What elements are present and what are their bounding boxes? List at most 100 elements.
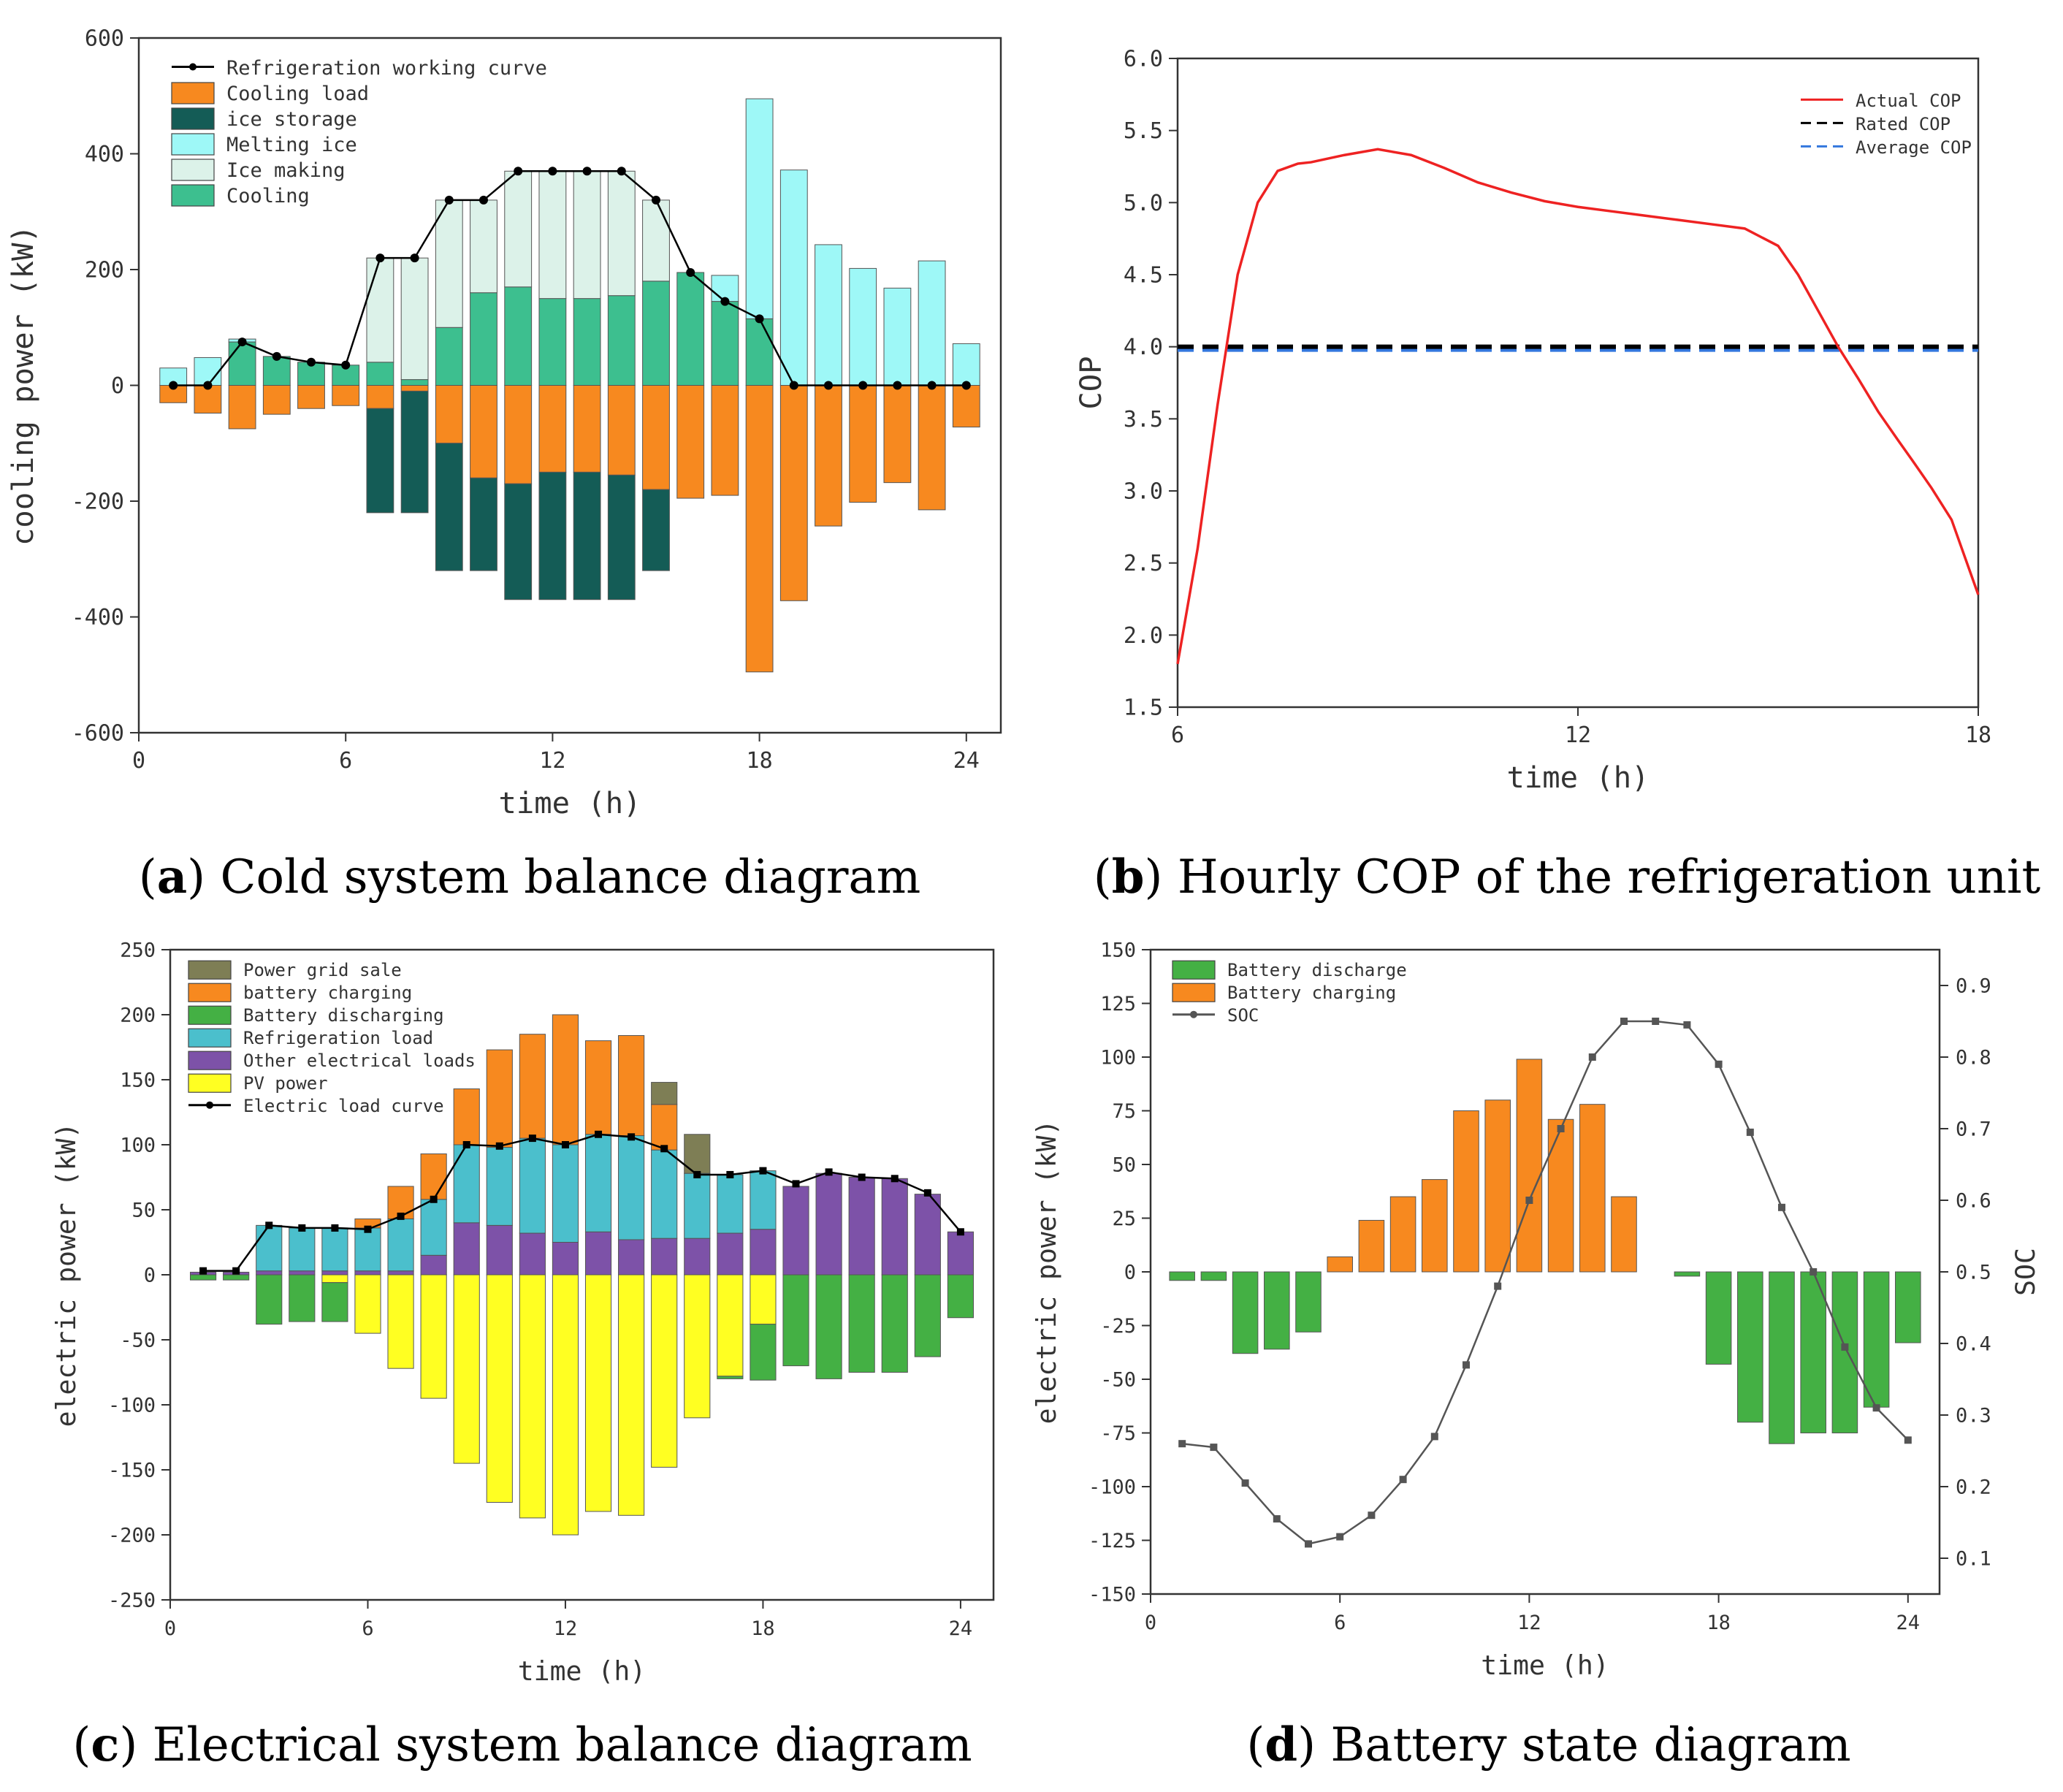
- d-bar: [1200, 1271, 1227, 1281]
- a-bar: [745, 318, 774, 386]
- a-bar: [504, 385, 533, 484]
- a-legend-label: Melting ice: [226, 134, 357, 156]
- c-bar: [354, 1274, 381, 1334]
- a-ytick-label: 200: [85, 258, 124, 283]
- c-bar: [453, 1274, 480, 1464]
- a-line-point: [272, 351, 281, 361]
- a-bar: [435, 385, 463, 444]
- c-line-point: [298, 1224, 306, 1232]
- a-bar: [607, 295, 636, 386]
- c-bar: [321, 1270, 348, 1276]
- a-series-line: [173, 170, 966, 386]
- d-xtick-label: 18: [1707, 1612, 1731, 1634]
- c-bar: [618, 1239, 645, 1276]
- d-bar: [1547, 1118, 1574, 1273]
- c-line-point: [759, 1167, 767, 1175]
- a-ytick-label: -400: [72, 605, 124, 630]
- d-ylabel: electric power (kW): [1031, 1120, 1062, 1425]
- a-bar: [849, 385, 877, 503]
- b-ytick-label: 4.5: [1124, 263, 1163, 289]
- c-bar: [750, 1229, 777, 1276]
- a-bar: [745, 98, 774, 319]
- d-ytick-label: 150: [1100, 939, 1136, 961]
- c-line-point: [792, 1180, 800, 1188]
- c-xtick-label: 0: [164, 1617, 176, 1640]
- a-bar: [952, 385, 980, 428]
- c-legend-label: Other electrical loads: [243, 1051, 476, 1071]
- c-bar: [519, 1137, 546, 1234]
- a-ytick-label: 600: [85, 26, 124, 52]
- c-line-point: [495, 1142, 503, 1150]
- c-bar: [584, 1134, 612, 1232]
- a-ytick-label: 0: [111, 373, 124, 399]
- a-bar: [642, 199, 670, 282]
- b-ytick-label: 1.5: [1124, 695, 1163, 721]
- c-legend-marker: [206, 1101, 213, 1109]
- c-bar: [584, 1231, 612, 1276]
- c-bar: [420, 1274, 447, 1399]
- d-line-point: [1178, 1440, 1186, 1448]
- a-bar: [538, 298, 567, 386]
- a-bar: [815, 244, 842, 386]
- a-ytick-label: -200: [72, 489, 124, 515]
- c-bar: [651, 1238, 678, 1276]
- c-bar: [321, 1227, 348, 1272]
- c-line-point: [232, 1267, 240, 1275]
- a-bar: [194, 357, 222, 386]
- d-y2tick-label: 0.1: [1956, 1547, 1991, 1570]
- c-bar: [486, 1224, 513, 1276]
- c-ytick-label: -150: [108, 1459, 156, 1482]
- c-line-point: [199, 1267, 207, 1275]
- a-legend-marker: [189, 63, 197, 71]
- a-bar: [815, 385, 842, 527]
- a-bar: [538, 385, 567, 473]
- c-line-point: [265, 1221, 273, 1229]
- a-bar: [607, 170, 636, 297]
- c-bar: [750, 1324, 777, 1381]
- a-xtick-label: 24: [953, 748, 980, 774]
- d-line-point: [1210, 1444, 1218, 1452]
- c-line-point: [693, 1170, 701, 1178]
- b-xtick-label: 18: [1965, 722, 1991, 748]
- c-bar: [717, 1376, 744, 1379]
- c-line-point: [956, 1228, 964, 1236]
- c-line-point: [628, 1133, 636, 1141]
- c-ytick-label: 50: [131, 1199, 156, 1221]
- d-line-point: [1273, 1515, 1281, 1523]
- a-bar: [779, 385, 808, 601]
- d-legend-label: Battery discharge: [1227, 960, 1407, 980]
- b-ylabel: COP: [1073, 356, 1108, 409]
- b-series-line: [1176, 148, 1980, 665]
- a-line-point: [893, 381, 902, 390]
- a-line-point: [961, 381, 971, 390]
- d-line-point: [1683, 1021, 1691, 1029]
- c-line-point: [331, 1224, 339, 1232]
- c-xtick-label: 18: [751, 1617, 775, 1640]
- c-bar: [486, 1049, 513, 1148]
- c-bar: [584, 1040, 612, 1135]
- a-line-point: [582, 167, 592, 176]
- d-bar: [1769, 1271, 1795, 1444]
- c-bar: [651, 1274, 678, 1468]
- a-bar: [400, 379, 429, 386]
- c-bar: [289, 1270, 316, 1276]
- c-legend-label: PV power: [243, 1073, 328, 1094]
- c-bar: [453, 1088, 480, 1145]
- b-legend-label: Rated COP: [1856, 114, 1950, 134]
- d-bar: [1295, 1271, 1322, 1332]
- a-line-point: [617, 167, 626, 176]
- c-bar: [914, 1194, 941, 1276]
- a-bar: [538, 170, 567, 300]
- a-legend-label: Refrigeration working curve: [226, 57, 547, 80]
- a-line-point: [789, 381, 798, 390]
- c-bar: [519, 1274, 546, 1519]
- c-bar: [717, 1274, 744, 1377]
- b-xlabel: time (h): [1506, 760, 1649, 795]
- a-bar: [918, 385, 946, 511]
- d-bar: [1800, 1271, 1826, 1433]
- d-bar: [1579, 1104, 1606, 1273]
- a-line-point: [652, 195, 660, 205]
- c-bar: [552, 1014, 579, 1145]
- c-bar: [552, 1274, 579, 1536]
- d-ytick-label: -125: [1088, 1530, 1136, 1552]
